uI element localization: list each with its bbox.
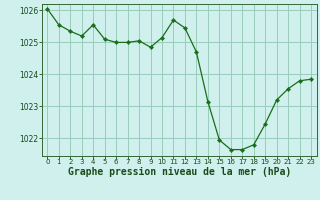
X-axis label: Graphe pression niveau de la mer (hPa): Graphe pression niveau de la mer (hPa) (68, 167, 291, 177)
